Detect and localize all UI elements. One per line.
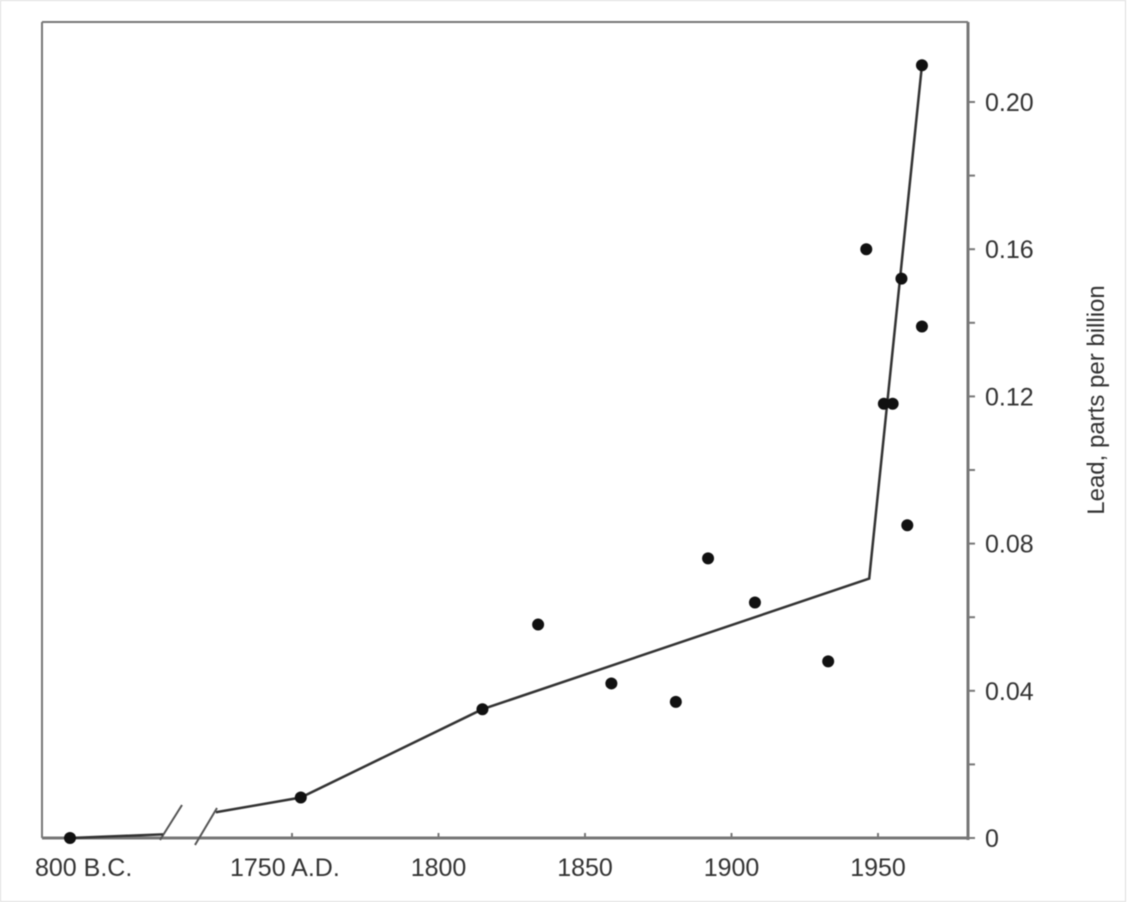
- x-tick-label: 1950: [850, 854, 906, 882]
- data-point: [64, 832, 76, 844]
- data-point: [860, 243, 873, 256]
- data-point: [915, 59, 928, 72]
- trend-line-before-break: [69, 833, 164, 840]
- data-point: [822, 655, 835, 668]
- y-tick-label: 0: [985, 825, 999, 853]
- x-tick-label: 1800: [411, 854, 467, 882]
- y-axis-title: Lead, parts per billion: [1083, 285, 1110, 514]
- data-point: [532, 618, 545, 631]
- data-point: [886, 397, 899, 410]
- data-point: [294, 791, 307, 804]
- y-tick-label: 0.12: [985, 383, 1034, 411]
- y-tick-label: 0.08: [985, 531, 1034, 559]
- y-tick-label: 0.16: [985, 236, 1034, 264]
- data-point: [605, 677, 618, 690]
- axis-break-mark-left: [159, 804, 183, 841]
- x-tick-label: 1900: [704, 854, 760, 882]
- plot-frame: [41, 21, 970, 846]
- data-point: [669, 695, 682, 708]
- data-point: [476, 703, 489, 716]
- y-tick-label: 0.20: [985, 89, 1034, 117]
- x-tick-label: 1850: [557, 854, 613, 882]
- data-point: [702, 552, 715, 565]
- data-point: [895, 272, 908, 285]
- data-point: [748, 596, 761, 609]
- x-tick-label: 800 B.C.: [35, 854, 132, 882]
- trend-line-after-break: [215, 65, 924, 814]
- x-tick-label: 1750 A.D.: [230, 854, 340, 882]
- axis-break-mark-right: [194, 807, 218, 846]
- y-tick-label: 0.04: [985, 678, 1034, 706]
- data-point: [915, 320, 928, 333]
- data-point: [901, 519, 914, 532]
- data-point: [877, 397, 890, 410]
